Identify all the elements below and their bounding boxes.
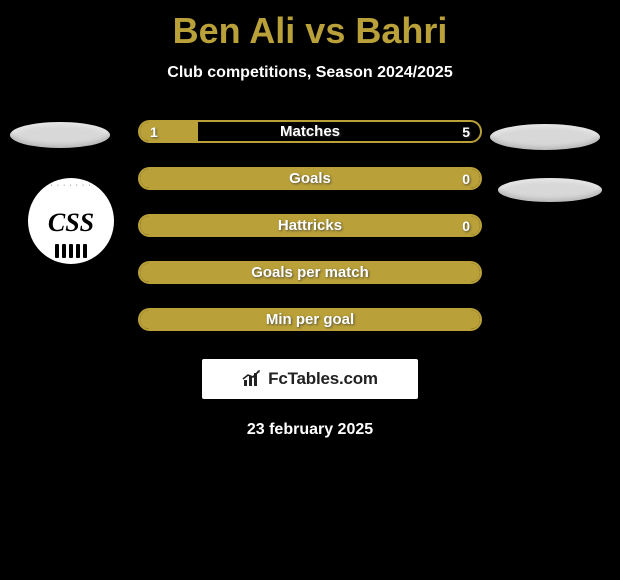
club-badge-text: CSS — [48, 208, 94, 238]
stat-bar: Goals per match — [138, 261, 482, 284]
club-badge-arc-text: · · · · · · · — [51, 182, 92, 189]
club-left-badge: · · · · · · · CSS — [28, 178, 114, 264]
stat-bar-fill-left — [140, 122, 198, 141]
chart-icon — [242, 370, 264, 388]
stat-bar-fill-left — [140, 169, 480, 188]
player-right-avatar-placeholder — [490, 124, 600, 150]
brand-box[interactable]: FcTables.com — [202, 359, 418, 399]
stat-bar: Goals0 — [138, 167, 482, 190]
comparison-card: Ben Ali vs Bahri Club competitions, Seas… — [0, 0, 620, 580]
club-right-badge-placeholder — [498, 178, 602, 202]
player-left-avatar-placeholder — [10, 122, 110, 148]
stat-bar: Matches15 — [138, 120, 482, 143]
page-title: Ben Ali vs Bahri — [0, 0, 620, 52]
stat-bar: Min per goal — [138, 308, 482, 331]
page-subtitle: Club competitions, Season 2024/2025 — [0, 64, 620, 82]
stat-bar: Hattricks0 — [138, 214, 482, 237]
stat-bar-fill-left — [140, 310, 480, 329]
stat-bar-fill-left — [140, 216, 480, 235]
club-badge-stripes — [45, 244, 97, 258]
brand-text: FcTables.com — [268, 369, 378, 389]
stat-bar-value-right: 5 — [452, 122, 480, 141]
date-label: 23 february 2025 — [0, 421, 620, 439]
stat-bar-fill-left — [140, 263, 480, 282]
